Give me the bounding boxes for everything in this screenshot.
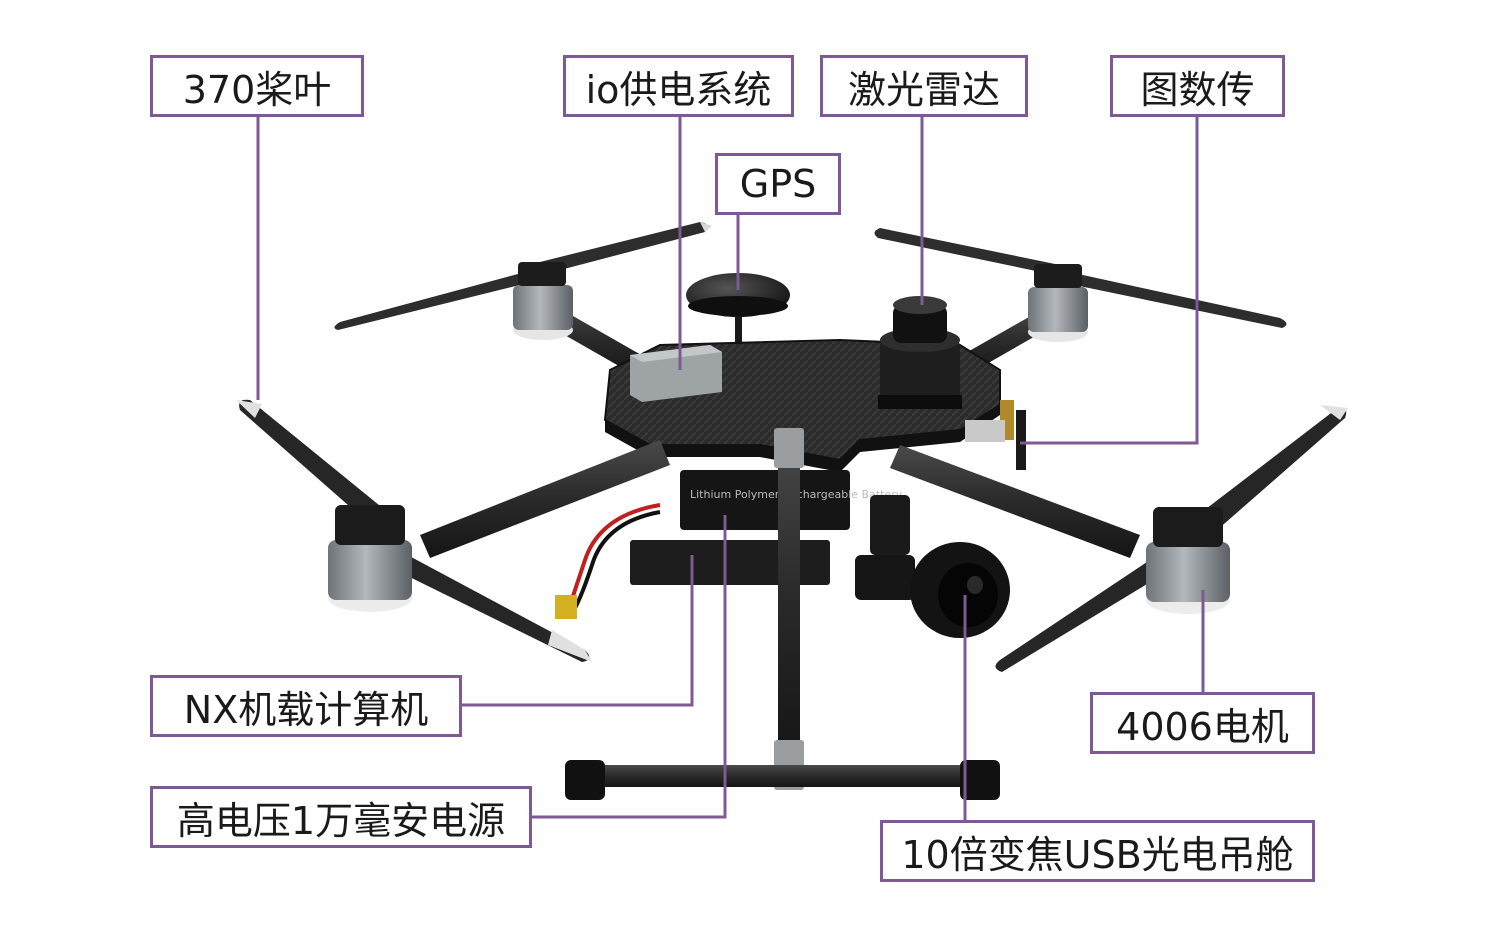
xt-connector <box>555 595 577 619</box>
label-propeller: 370桨叶 <box>150 55 364 117</box>
leader-lines <box>256 115 1205 822</box>
label-battery: 高电压1万毫安电源 <box>150 786 532 848</box>
propeller-front-right <box>995 405 1348 672</box>
drone: Lithium Polymer Rechargeable Battery <box>236 222 1348 800</box>
motor-front-right <box>1146 507 1230 614</box>
gimbal-camera <box>855 495 1010 638</box>
label-gimbal-camera: 10倍变焦USB光电吊舱 <box>880 820 1315 882</box>
battery-cable <box>568 503 661 606</box>
label-lidar: 激光雷达 <box>820 55 1028 117</box>
leader-onboard-computer <box>460 555 694 707</box>
label-gps: GPS <box>715 153 841 215</box>
label-motor: 4006电机 <box>1090 692 1315 754</box>
datalink-antennas <box>965 400 1026 470</box>
arm-front-left <box>420 440 670 558</box>
propeller-back-left <box>334 222 712 330</box>
motor-back-right <box>1028 264 1088 342</box>
lidar <box>878 296 962 409</box>
label-image-transmission: 图数传 <box>1110 55 1285 117</box>
propeller-front-left <box>236 399 592 662</box>
power-module <box>630 345 722 402</box>
arm-front-right <box>890 445 1140 558</box>
leader-image-transmission <box>1020 115 1199 445</box>
motor-back-left <box>513 262 573 340</box>
gps-antenna <box>686 273 790 360</box>
label-power-system: io供电系统 <box>563 55 794 117</box>
label-onboard-computer: NX机载计算机 <box>150 675 462 737</box>
landing-gear <box>565 428 1000 800</box>
leader-battery <box>530 515 727 819</box>
motor-front-left <box>328 505 412 612</box>
